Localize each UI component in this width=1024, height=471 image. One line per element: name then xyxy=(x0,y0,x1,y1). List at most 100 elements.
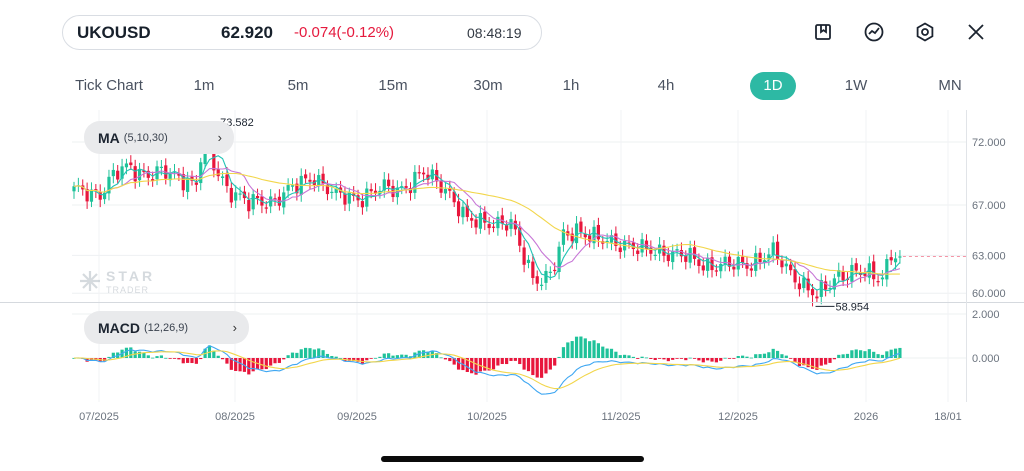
macd-bar xyxy=(727,358,732,359)
macd-bar xyxy=(631,356,635,358)
macd-bar xyxy=(247,358,251,375)
macd-bar xyxy=(688,357,692,359)
timeframe-tab-5m[interactable]: 5m xyxy=(287,77,309,94)
macd-bar xyxy=(308,348,312,358)
macd-bar xyxy=(212,350,216,358)
macd-bar xyxy=(640,356,644,358)
candle-body xyxy=(487,224,491,229)
candle-body xyxy=(439,180,443,193)
macd-bar xyxy=(282,358,286,360)
macd-bar xyxy=(609,348,614,358)
macd-bar xyxy=(889,349,893,358)
macd-bar xyxy=(802,358,806,366)
macd-bar xyxy=(478,358,483,372)
date-axis-tick: 08/2025 xyxy=(215,411,255,423)
macd-dea-line xyxy=(74,350,901,390)
candle-body xyxy=(609,235,614,243)
macd-bar xyxy=(304,347,308,358)
candle-body xyxy=(741,256,745,263)
macd-bar xyxy=(548,358,552,370)
candle-body xyxy=(854,263,858,271)
candle-body xyxy=(701,265,705,271)
candle-body xyxy=(806,278,810,291)
bookmark-icon[interactable] xyxy=(811,20,835,44)
macd-bar xyxy=(649,358,653,359)
candle-body xyxy=(513,220,517,230)
timeframe-tab-1h[interactable]: 1h xyxy=(562,77,580,94)
close-icon[interactable] xyxy=(964,20,988,44)
candle-body xyxy=(618,247,622,253)
timeframe-tab-1w[interactable]: 1W xyxy=(844,77,868,94)
candle-body xyxy=(334,188,338,193)
macd-bar xyxy=(719,358,723,361)
candle-body xyxy=(614,233,618,246)
candle-body xyxy=(518,227,522,246)
macd-bar xyxy=(190,358,194,364)
candle-body xyxy=(505,225,509,231)
settings-icon[interactable] xyxy=(913,20,937,44)
ticker-bar[interactable]: UKOUSD 62.920 -0.074(-0.12%) 08:48:19 xyxy=(62,15,542,50)
macd-bar xyxy=(531,358,535,376)
macd-bar xyxy=(225,358,229,364)
macd-bar xyxy=(780,354,784,358)
timeframe-tab-1m[interactable]: 1m xyxy=(193,77,215,94)
macd-bar xyxy=(863,351,867,358)
candle-body xyxy=(636,250,640,254)
macd-bar xyxy=(806,358,810,368)
candle-body xyxy=(872,261,876,280)
timeframe-tab-mn[interactable]: MN xyxy=(938,77,962,94)
chevron-right-icon: › xyxy=(217,130,222,145)
axis-labels: 72.000 67.000 63.000 60.000 2.000 0.000 07/202… xyxy=(79,117,1006,423)
candle-body xyxy=(181,174,185,191)
macd-bar xyxy=(579,336,583,358)
candle-body xyxy=(443,188,448,194)
candle-body xyxy=(898,256,902,258)
macd-bar xyxy=(767,352,771,358)
macd-bar xyxy=(216,355,220,358)
candle-body xyxy=(570,233,574,242)
macd-bar xyxy=(614,351,618,358)
macd-bar xyxy=(706,358,710,361)
candle-body xyxy=(780,260,784,268)
candle-body xyxy=(588,235,592,242)
ma10-line xyxy=(73,167,901,288)
candle-body xyxy=(120,166,124,179)
indicator-icon[interactable] xyxy=(862,20,886,44)
candle-body xyxy=(413,171,417,193)
candle-body xyxy=(496,216,500,229)
macd-indicator-pill[interactable]: MACD (12,26,9) › xyxy=(84,311,249,344)
candle-body xyxy=(474,219,478,228)
macd-bar xyxy=(653,358,657,361)
candle-body xyxy=(579,221,583,232)
candle-body xyxy=(111,169,115,177)
macd-bar xyxy=(845,353,850,358)
candle-body xyxy=(727,256,732,267)
macd-bar xyxy=(369,358,373,359)
macd-bar xyxy=(789,358,793,359)
macd-bar xyxy=(220,358,225,360)
timeframe-tab-4h[interactable]: 4h xyxy=(657,77,675,94)
macd-bar xyxy=(893,348,898,358)
candle-body xyxy=(596,224,600,240)
home-indicator[interactable] xyxy=(381,456,644,462)
candle-body xyxy=(531,261,535,279)
macd-bar xyxy=(373,357,378,359)
macd-bar xyxy=(426,351,430,358)
macd-bar xyxy=(347,358,351,361)
candle-body xyxy=(561,229,566,245)
macd-bar xyxy=(435,353,439,358)
macd-bar xyxy=(378,356,382,358)
timeframe-tab-1d[interactable]: 1D xyxy=(750,72,796,100)
macd-indicator-name: MACD xyxy=(98,319,140,336)
macd-bar xyxy=(522,358,526,370)
candle-body xyxy=(592,226,596,244)
timeframe-tab-15m[interactable]: 15m xyxy=(378,77,408,94)
timeframe-tab-tick-chart[interactable]: Tick Chart xyxy=(75,77,143,94)
macd-bar xyxy=(238,358,242,372)
candle-body xyxy=(662,245,666,256)
macd-bar xyxy=(387,353,391,358)
candle-body xyxy=(251,194,255,210)
ma-indicator-pill[interactable]: MA (5,10,30) › xyxy=(84,121,234,154)
timeframe-tab-30m[interactable]: 30m xyxy=(473,77,503,94)
